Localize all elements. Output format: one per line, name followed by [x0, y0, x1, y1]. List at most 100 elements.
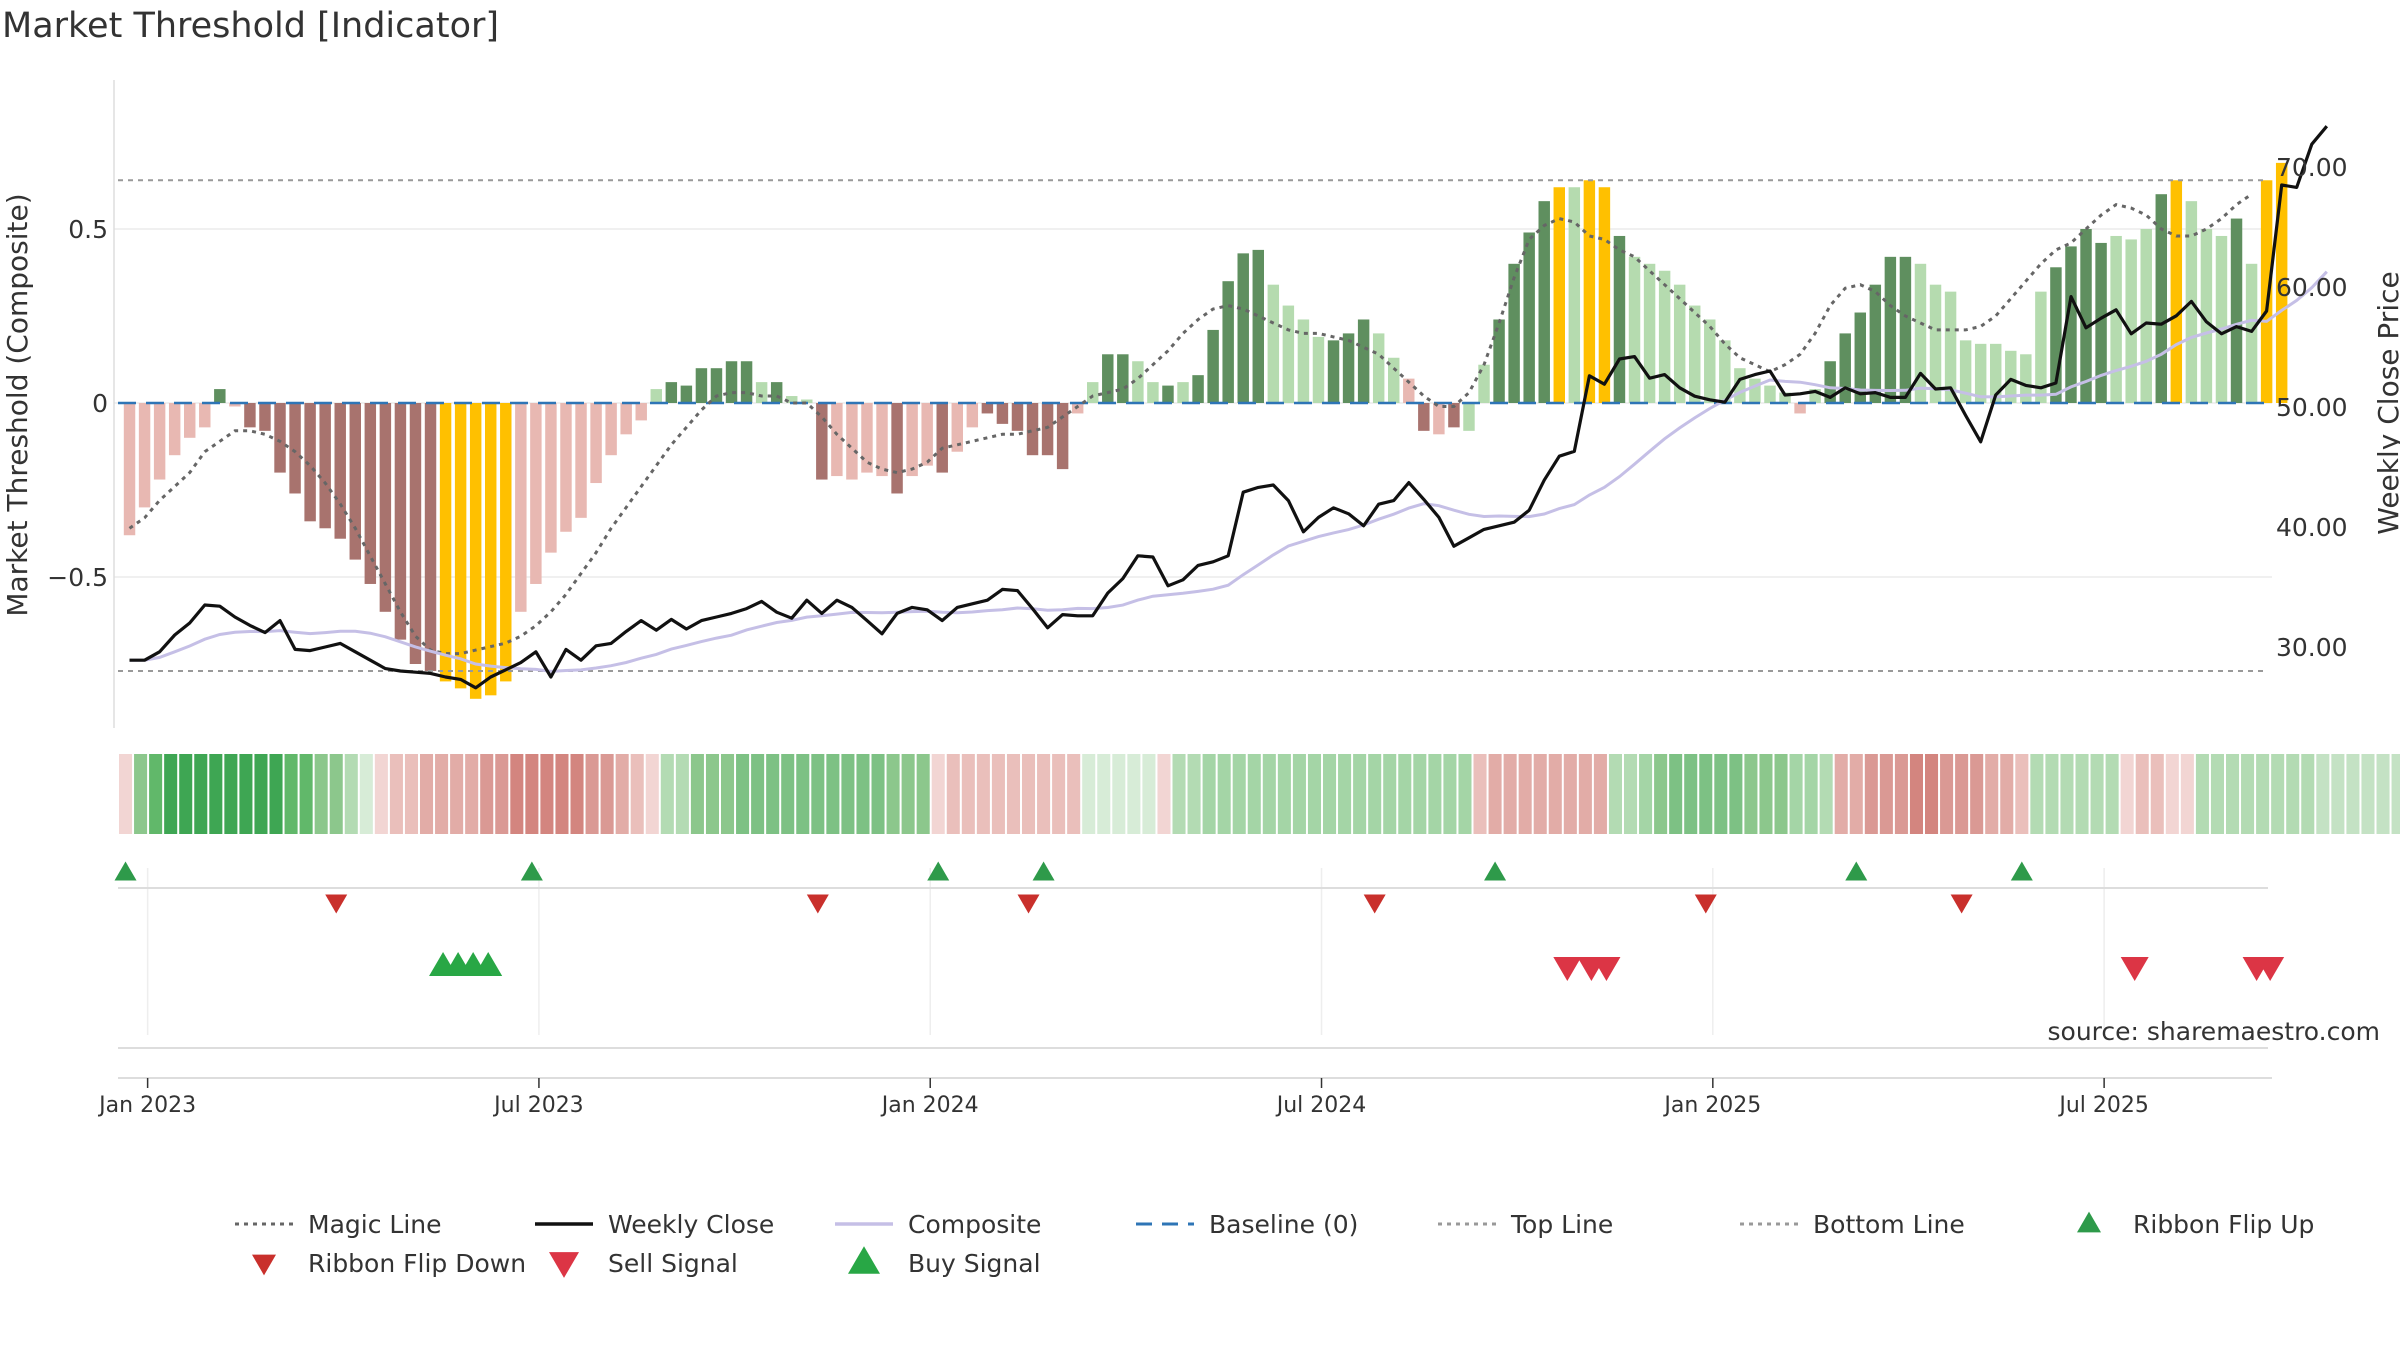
ribbon-cell [1714, 754, 1728, 834]
ribbon-cell [2241, 754, 2255, 834]
ribbon-cell [495, 754, 509, 834]
composite-bar [1854, 312, 1866, 403]
legend-label: Composite [908, 1210, 1041, 1239]
ribbon-cell [961, 754, 975, 834]
right-tick-label: 70.00 [2276, 153, 2348, 182]
composite-bar [755, 382, 768, 403]
composite-bar [1493, 319, 1505, 403]
composite-bar [1463, 403, 1475, 431]
ribbon-cell [1864, 754, 1878, 834]
ribbon-cell [2000, 754, 2014, 834]
ribbon-cell [1338, 754, 1352, 834]
ribbon-cell [1684, 754, 1698, 834]
ribbon-cell [1744, 754, 1758, 834]
ribbon-cell [660, 754, 674, 834]
ribbon-cell [1127, 754, 1141, 834]
ribbon-cell [2346, 754, 2360, 834]
ribbon-cell [540, 754, 554, 834]
ribbon-cell [2165, 754, 2179, 834]
ribbon-cell [826, 754, 840, 834]
ribbon-cell [901, 754, 915, 834]
composite-bar [620, 403, 632, 435]
ribbon-cell [1323, 754, 1337, 834]
ribbon-cell [1804, 754, 1818, 834]
ribbon-cell [1217, 754, 1231, 834]
composite-bar [1839, 333, 1851, 403]
composite-bar [831, 403, 843, 477]
composite-bar [530, 403, 542, 584]
x-tick-label: Jul 2023 [492, 1093, 584, 1118]
ribbon-cell [389, 754, 403, 834]
ribbon-cell [2120, 754, 2134, 834]
composite-bar [1177, 382, 1189, 403]
composite-bar [1794, 403, 1806, 414]
ribbon-cell [600, 754, 614, 834]
composite-bar [1704, 319, 1716, 403]
composite-bar [590, 403, 602, 484]
ribbon-cell [284, 754, 298, 834]
composite-bar [1132, 361, 1144, 403]
ribbon-cell [1383, 754, 1397, 834]
composite-bar [1087, 382, 1099, 403]
composite-bar [575, 403, 587, 518]
left-tick-label: 0.5 [68, 215, 108, 244]
ribbon-cell [119, 754, 133, 834]
ribbon-cell [1232, 754, 1246, 834]
composite-bar [1568, 187, 1581, 403]
composite-bar [1734, 368, 1746, 403]
composite-bar [1689, 305, 1701, 403]
ribbon-cell [1082, 754, 1096, 834]
ribbon-cell [239, 754, 253, 834]
ribbon-cell [1789, 754, 1803, 834]
composite-bar [2020, 354, 2032, 403]
composite-bar [1538, 201, 1550, 403]
composite-bar [2065, 246, 2077, 403]
composite-bar [1583, 180, 1596, 403]
composite-bar [214, 389, 226, 403]
ribbon-flip-up-marker [114, 861, 137, 881]
ribbon-cell [1112, 754, 1126, 834]
composite-bar [424, 403, 437, 671]
composite-bar [138, 403, 151, 508]
ribbon-flip-up-marker [520, 861, 543, 881]
ribbon-cell [299, 754, 313, 834]
legend-item: Buy Signal [848, 1246, 1041, 1278]
ribbon-cell [1654, 754, 1668, 834]
legend-item: Baseline (0) [1136, 1210, 1358, 1239]
ribbon-cell [2301, 754, 2315, 834]
ribbon-cell [1172, 754, 1186, 834]
legend-item: Composite [835, 1210, 1041, 1239]
composite-bar [635, 403, 647, 421]
ribbon-cell [1578, 754, 1592, 834]
ribbon-cell [1669, 754, 1683, 834]
ribbon-cell [1699, 754, 1713, 834]
ribbon-cell [1925, 754, 1939, 834]
x-tick-label: Jul 2025 [2057, 1093, 2149, 1118]
x-tick-label: Jan 2025 [1662, 1093, 1761, 1118]
legend-item: Ribbon Flip Up [2077, 1210, 2314, 1239]
ribbon-cell [224, 754, 238, 834]
composite-bar [1433, 403, 1445, 435]
composite-bar [816, 403, 828, 480]
ribbon-cell [2105, 754, 2119, 834]
composite-bar [1884, 256, 1897, 403]
composite-bar [1011, 403, 1024, 431]
ribbon-cell [2256, 754, 2270, 834]
ribbon-cell [480, 754, 494, 834]
composite-bar [1388, 357, 1400, 403]
ribbon-cell [1006, 754, 1020, 834]
ribbon-flip-down-marker [1017, 894, 1040, 914]
composite-bar [1297, 319, 1310, 403]
composite-bar [1357, 319, 1370, 403]
composite-bar [725, 361, 738, 403]
source-text: source: sharemaestro.com [2048, 1017, 2381, 1046]
ribbon-cell [344, 754, 358, 834]
composite-bar [1779, 392, 1791, 403]
ribbon-cell [1413, 754, 1427, 834]
legend-label: Top Line [1510, 1210, 1613, 1239]
ribbon-cell [1729, 754, 1743, 834]
composite-bar [1041, 403, 1054, 456]
weekly-close-line [129, 125, 2329, 690]
ribbon-cell [2015, 754, 2029, 834]
composite-bar [1207, 329, 1219, 403]
